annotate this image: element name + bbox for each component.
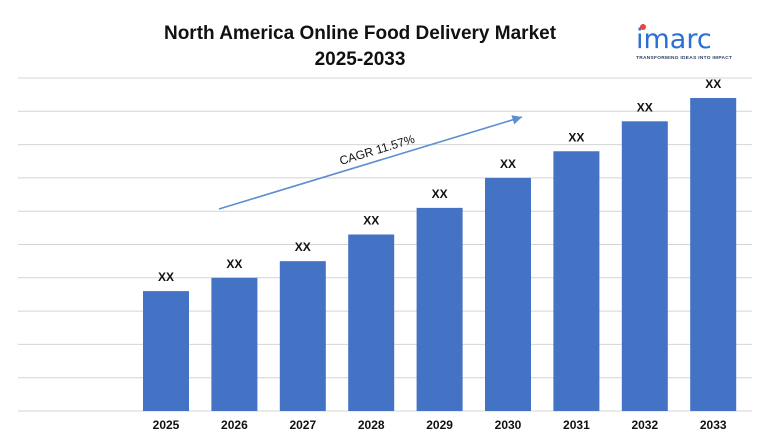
logo-wordmark: imarc: [636, 24, 746, 55]
logo-name: imarc: [636, 24, 712, 55]
data-label: XX: [500, 157, 516, 171]
bars: [143, 97, 737, 411]
imarc-logo: imarc TRANSFORMING IDEAS INTO IMPACT: [636, 24, 746, 61]
data-labels: XX XX XX XX XX XX XX XX XX: [158, 77, 721, 284]
x-tick-label: 2025: [153, 418, 180, 432]
cagr-arrow: [218, 115, 523, 210]
bar-2029: [416, 207, 463, 411]
data-label: XX: [637, 100, 653, 114]
bar-2028: [348, 234, 395, 411]
bar-2025: [143, 291, 189, 411]
data-label: XX: [226, 257, 242, 271]
bar-2027: [279, 261, 326, 411]
x-tick-label: 2030: [495, 418, 522, 432]
data-label: XX: [568, 130, 584, 144]
x-axis-labels: 2025 2026 2027 2028 2029 2030 2031 2032 2033: [153, 418, 727, 432]
x-tick-label: 2031: [563, 418, 590, 432]
x-tick-label: 2032: [631, 418, 658, 432]
chart-title-line2: 2025-2033: [314, 49, 406, 70]
logo-tagline: TRANSFORMING IDEAS INTO IMPACT: [636, 56, 733, 61]
data-label: XX: [158, 270, 174, 284]
x-tick-label: 2033: [700, 418, 727, 432]
logo-dot-icon: [640, 24, 646, 30]
bar-2030: [485, 177, 531, 411]
bar-2033: [690, 97, 737, 411]
data-label: XX: [295, 240, 311, 254]
x-tick-label: 2027: [289, 418, 316, 432]
x-tick-label: 2026: [221, 418, 248, 432]
bar-2026: [211, 277, 258, 411]
bar-2031: [553, 151, 600, 411]
cagr-annotation: CAGR 11.57%: [338, 132, 417, 168]
x-tick-label: 2028: [358, 418, 385, 432]
bar-2032: [621, 121, 668, 411]
data-label: XX: [363, 214, 379, 228]
data-label: XX: [705, 77, 721, 91]
chart-title-line1: North America Online Food Delivery Marke…: [163, 23, 557, 44]
data-label: XX: [432, 187, 448, 201]
x-tick-label: 2029: [426, 418, 453, 432]
